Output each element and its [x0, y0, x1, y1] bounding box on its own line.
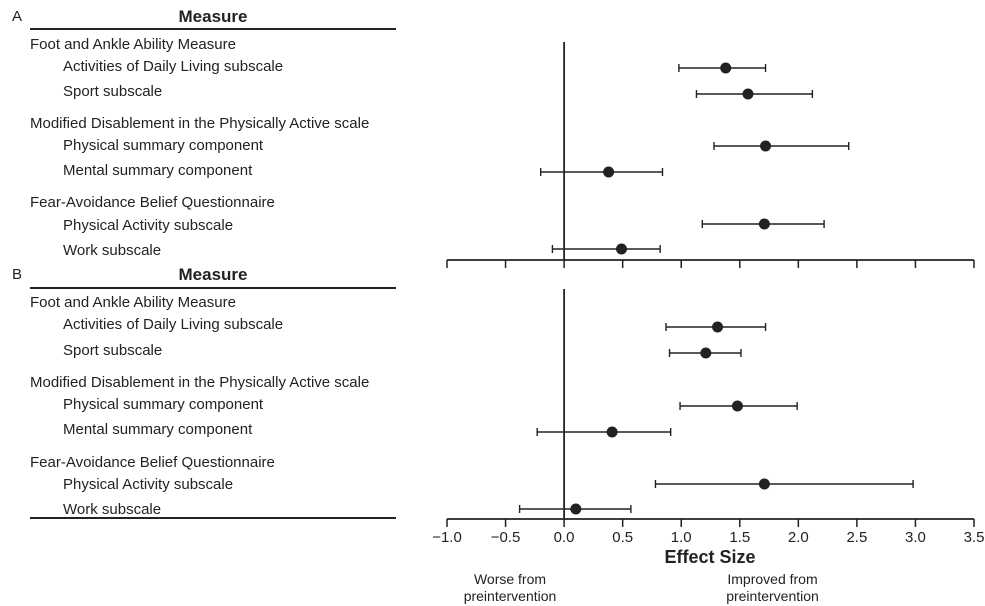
- x-tick-label: 0.5: [612, 529, 633, 546]
- panel-a-row-label: Work subscale: [63, 242, 162, 259]
- panel-a-row-label: Physical Activity subscale: [63, 217, 234, 234]
- effect-point: [758, 218, 770, 230]
- panel-a-row-label: Fear-Avoidance Belief Questionnaire: [30, 194, 275, 211]
- panel-b-row-label: Work subscale: [63, 501, 162, 518]
- panel-b-row-label: Sport subscale: [63, 342, 163, 359]
- panel-b-row-label: Physical Activity subscale: [63, 476, 234, 493]
- effect-point: [606, 426, 618, 438]
- panel-b-row-label: Fear-Avoidance Belief Questionnaire: [30, 454, 275, 471]
- effect-point: [758, 478, 770, 490]
- panel-a-row-label: Sport subscale: [63, 83, 163, 100]
- panel-a-row-label: Foot and Ankle Ability Measure: [30, 36, 236, 53]
- x-tick-label: 1.0: [671, 529, 692, 546]
- panel-b-row-label: Activities of Daily Living subscale: [63, 316, 284, 333]
- x-tick-label: 2.0: [788, 529, 809, 546]
- panel-b-row-label: Modified Disablement in the Physically A…: [30, 374, 370, 391]
- x-tick-label: 3.0: [905, 529, 926, 546]
- panel-b-measure-header: Measure: [178, 265, 248, 284]
- panel-a-letter: A: [12, 8, 23, 25]
- x-tick-label: 0.0: [554, 529, 575, 546]
- x-axis-label: Effect Size: [664, 547, 756, 567]
- panel-b-row-label: Foot and Ankle Ability Measure: [30, 294, 236, 311]
- effect-point: [700, 347, 712, 359]
- x-tick-label: 2.5: [846, 529, 867, 546]
- panel-a-row-label: Physical summary component: [63, 137, 264, 154]
- panel-a-row-label: Mental summary component: [63, 162, 253, 179]
- x-tick-label: 3.5: [964, 529, 985, 546]
- effect-point: [570, 503, 582, 515]
- panel-a-header-rule: [30, 28, 396, 30]
- effect-point: [720, 62, 732, 74]
- effect-point: [712, 321, 724, 333]
- panel-b-row-label: Mental summary component: [63, 421, 253, 438]
- x-tick-label: 1.5: [729, 529, 750, 546]
- panel-a-row-label: Modified Disablement in the Physically A…: [30, 115, 370, 132]
- x-tick-label: −0.5: [491, 529, 521, 546]
- effect-point: [731, 400, 743, 412]
- panel-b-letter: B: [12, 266, 23, 283]
- effect-point: [603, 166, 615, 178]
- effect-point: [742, 88, 754, 100]
- panel-b-bottom-rule: [30, 517, 396, 519]
- effect-point: [615, 243, 627, 255]
- panel-a-row-label: Activities of Daily Living subscale: [63, 58, 284, 75]
- panel-b-row-label: Physical summary component: [63, 396, 264, 413]
- effect-point: [760, 140, 772, 152]
- panel-b-header-rule: [30, 287, 396, 289]
- panel-a-measure-header: Measure: [178, 7, 248, 26]
- improved-note: Improved from preintervention: [726, 571, 819, 604]
- worse-note: Worse from preintervention: [463, 571, 557, 604]
- x-tick-label: −1.0: [432, 529, 462, 546]
